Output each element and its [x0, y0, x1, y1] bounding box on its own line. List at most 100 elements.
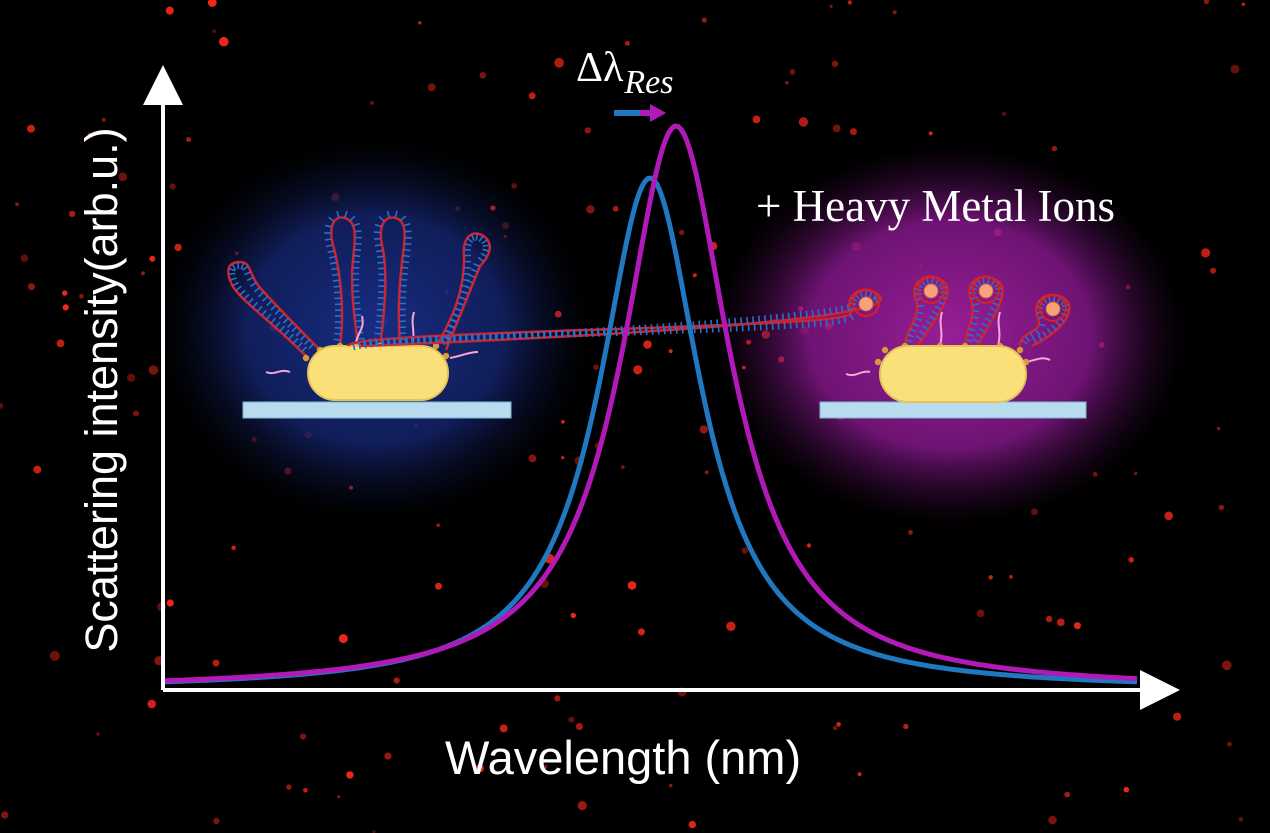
dna-rung	[403, 223, 411, 227]
dna-rung	[377, 261, 385, 264]
dna-rung	[353, 302, 361, 305]
dna-rung	[918, 330, 926, 336]
dna-rung	[971, 316, 979, 320]
speckle-dot	[149, 255, 156, 262]
dna-rung	[262, 295, 269, 302]
speckle-dot	[832, 725, 838, 731]
speckle-dot	[561, 456, 565, 460]
dna-rung	[354, 230, 362, 233]
speckle-dot	[831, 60, 839, 67]
speckle-dot	[1045, 615, 1053, 623]
dna-backbone	[378, 216, 406, 347]
dna-rung	[375, 326, 383, 329]
dna-rung	[353, 308, 361, 311]
linker-strand	[845, 370, 871, 377]
gold-nanorod-right	[879, 345, 1027, 403]
dna-rung	[258, 291, 265, 298]
speckle-dot	[49, 650, 60, 661]
speckle-dot	[928, 131, 933, 136]
speckle-dot	[148, 365, 159, 375]
speckle-dot	[847, 0, 852, 5]
dna-rung	[965, 339, 973, 342]
speckle-dot	[1056, 618, 1065, 627]
speckle-dot	[96, 732, 100, 736]
speckle-dot	[627, 581, 637, 590]
dna-rung	[704, 320, 707, 328]
dna-rung	[333, 338, 341, 341]
speckle-dot	[832, 124, 841, 133]
speckle-dot	[586, 205, 595, 214]
thiol-anchor	[302, 354, 310, 362]
dna-rung	[825, 318, 828, 326]
dna-backbone	[227, 260, 321, 357]
dna-rung	[482, 248, 490, 252]
speckle-dot	[1201, 248, 1211, 258]
dna-rung	[470, 234, 475, 242]
dna-rung	[819, 319, 822, 327]
speckle-dot	[633, 365, 643, 375]
dna-rung	[758, 315, 761, 323]
dna-rung	[375, 320, 383, 323]
speckle-dot	[231, 545, 236, 551]
dna-rung	[787, 312, 791, 320]
dna-rung	[968, 327, 976, 332]
dna-rung	[296, 341, 303, 349]
dna-rung	[698, 320, 701, 328]
dna-rung	[378, 216, 385, 222]
dna-rung	[228, 272, 236, 276]
speckle-dot	[0, 811, 9, 819]
speckle-dot	[219, 36, 229, 47]
before-glow	[160, 140, 590, 520]
speckle-dot	[1218, 504, 1225, 511]
speckle-dot	[166, 599, 174, 607]
substrate-right	[819, 401, 1087, 419]
dna-rung	[349, 215, 356, 222]
dna-rung	[403, 248, 411, 252]
dna-rung	[244, 271, 252, 276]
dna-rung	[304, 338, 311, 345]
speckle-dot	[829, 4, 833, 8]
dna-rung	[274, 308, 281, 315]
dna-rung	[470, 268, 478, 273]
dna-rung	[331, 267, 339, 271]
dna-rung	[801, 320, 804, 328]
linker-strand	[449, 351, 479, 359]
dna-rung	[817, 309, 820, 317]
speckle-dot	[726, 621, 736, 631]
dna-rung	[343, 211, 348, 219]
speckle-dot	[418, 21, 422, 25]
dna-rung	[916, 311, 924, 315]
speckle-dot	[346, 771, 354, 779]
speckle-dot	[213, 817, 220, 825]
speckle-dot	[892, 10, 897, 15]
linker-strand	[265, 369, 291, 375]
dna-rung	[915, 334, 923, 341]
dna-rung	[404, 242, 412, 246]
dna-rung	[374, 223, 383, 228]
dna-rung	[1024, 335, 1031, 342]
speckle-dot	[988, 575, 993, 580]
dna-rung	[402, 254, 410, 258]
dna-rung	[253, 286, 261, 293]
dna-rung	[837, 317, 841, 325]
speckle-dot	[620, 465, 625, 469]
speckle-dot	[101, 117, 106, 122]
dna-rung	[301, 346, 308, 353]
dna-rung	[354, 313, 362, 317]
speckle-dot	[1001, 111, 1007, 116]
speckle-dot	[554, 695, 561, 702]
folded-loop	[1039, 294, 1067, 322]
after-spectrum-curve	[164, 123, 1138, 684]
dna-rung	[376, 308, 385, 312]
dna-rung	[1046, 327, 1053, 335]
dna-rung	[394, 210, 398, 219]
dna-rung	[352, 343, 356, 351]
dna-rung	[256, 305, 263, 313]
dna-rung	[282, 317, 290, 324]
dna-rung	[763, 315, 767, 323]
speckle-dot	[1210, 267, 1217, 274]
dna-rung	[939, 295, 947, 300]
speckle-dot	[976, 609, 985, 618]
speckle-dot	[475, 764, 484, 773]
